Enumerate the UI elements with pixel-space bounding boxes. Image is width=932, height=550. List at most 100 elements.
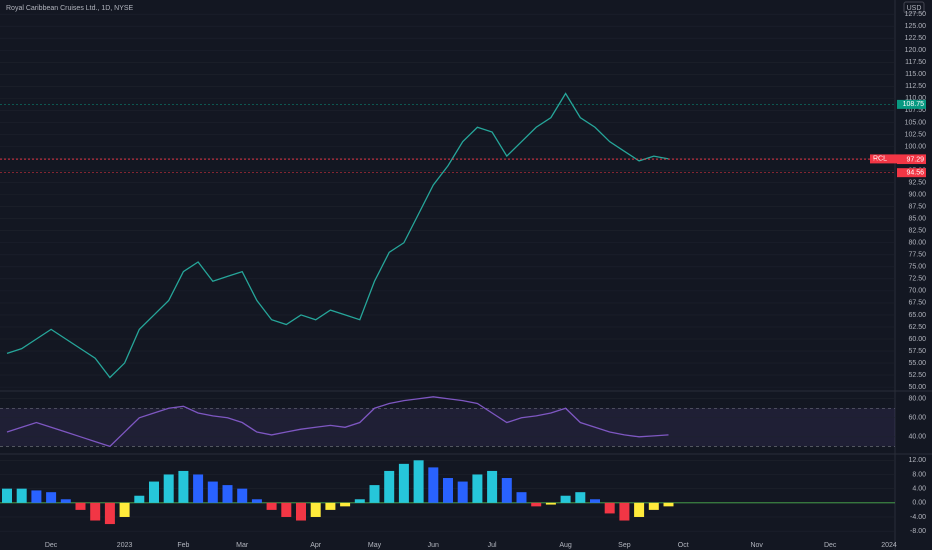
histogram-bar (340, 502, 351, 507)
price-label-box (897, 155, 926, 165)
histogram-bar (237, 488, 248, 503)
y-tick-label: 82.50 (908, 228, 926, 235)
x-tick-label: Nov (750, 542, 763, 549)
histogram-bar (60, 499, 71, 503)
histogram-bar (428, 467, 439, 503)
histogram-bar (46, 492, 57, 503)
histogram-bar (354, 499, 365, 503)
x-tick-label: 2023 (117, 542, 133, 549)
x-tick-label: Dec (45, 542, 58, 549)
y-tick-label: 107.50 (905, 107, 927, 114)
histogram-bar (590, 499, 600, 503)
y-tick-label: 4.00 (912, 485, 926, 492)
x-tick-label: Sep (618, 542, 631, 549)
y-tick-label: 112.50 (905, 83, 926, 90)
price-line (6, 92, 669, 379)
x-tick-label: Dec (824, 542, 837, 549)
y-tick-label: 60.00 (908, 336, 926, 343)
histogram-bar (149, 481, 159, 503)
histogram-bar (472, 474, 483, 503)
chart-title: Royal Caribbean Cruises Ltd., 1D, NYSE (6, 5, 134, 12)
y-tick-label: -4.00 (910, 514, 926, 521)
y-tick-label: 85.00 (908, 216, 926, 223)
histogram-bar (663, 502, 674, 507)
histogram-bar (501, 478, 512, 503)
y-tick-label: 120.00 (905, 47, 927, 54)
histogram-bar (75, 502, 86, 510)
x-tick-label: Apr (310, 542, 322, 549)
y-tick-label: 87.50 (908, 203, 926, 210)
y-tick-label: 72.50 (908, 276, 926, 283)
y-tick-label: 77.50 (908, 252, 926, 259)
histogram-bar (266, 502, 277, 510)
histogram-bar (251, 499, 262, 503)
y-tick-label: 105.00 (905, 119, 927, 126)
histogram-bar (560, 495, 571, 503)
histogram-bar (604, 502, 615, 514)
x-tick-label: Oct (678, 542, 689, 549)
histogram-bar (413, 460, 424, 503)
histogram-bar (443, 478, 453, 503)
currency-box (903, 1, 925, 14)
y-tick-label: 8.00 (912, 471, 926, 478)
y-tick-label: 127.50 (905, 11, 927, 18)
x-tick-label: Aug (559, 542, 572, 549)
histogram-bar (296, 502, 306, 521)
histogram-bar (648, 502, 659, 510)
histogram-bar (193, 474, 204, 503)
y-tick-label: 90.00 (908, 191, 926, 198)
y-tick-label: -8.00 (910, 528, 926, 535)
histogram-bar (2, 488, 12, 503)
x-tick-label: Feb (177, 542, 189, 549)
x-tick-label: Jun (428, 542, 439, 549)
histogram-bar (457, 481, 468, 503)
price-label-box (897, 168, 926, 178)
x-tick-label: May (368, 542, 382, 549)
y-tick-label: 80.00 (908, 396, 926, 403)
x-tick-label: Jul (488, 542, 497, 549)
histogram-bar (16, 488, 27, 503)
y-tick-label: 125.00 (905, 23, 927, 30)
y-tick-label: 60.00 (908, 415, 926, 422)
y-tick-label: 110.00 (905, 95, 926, 102)
x-tick-label: 2024 (881, 542, 897, 549)
histogram-bar (325, 502, 336, 510)
rsi-band (0, 408, 895, 447)
price-label: 97.29 (906, 156, 924, 163)
y-tick-label: 115.00 (905, 71, 926, 78)
histogram-bar (31, 490, 42, 503)
histogram-bar (310, 502, 321, 517)
y-tick-label: 70.00 (908, 288, 926, 295)
histogram-bar (619, 502, 630, 521)
y-tick-label: 100.00 (905, 143, 927, 150)
y-tick-label: 102.50 (905, 131, 927, 138)
price-label: 94.56 (906, 170, 924, 177)
y-tick-label: 57.50 (908, 348, 926, 355)
histogram-bar (487, 470, 498, 503)
y-tick-label: 12.00 (908, 457, 926, 464)
y-tick-label: 65.00 (908, 312, 926, 319)
histogram-bar (134, 495, 145, 503)
histogram-bar (207, 481, 218, 503)
histogram-bar (575, 492, 586, 503)
y-tick-label: 0.00 (912, 500, 926, 507)
y-tick-label: 92.50 (908, 179, 926, 186)
histogram-bar (384, 470, 395, 503)
y-tick-label: 75.00 (908, 264, 926, 271)
price-label-symbol: RCL (873, 156, 887, 163)
histogram-bar (104, 502, 115, 525)
histogram-bar (119, 502, 130, 517)
histogram-bar (634, 502, 645, 517)
y-tick-label: 62.50 (908, 324, 926, 331)
histogram-bar (178, 470, 189, 503)
y-tick-label: 40.00 (908, 434, 926, 441)
histogram-bar (398, 463, 409, 503)
y-tick-label: 52.50 (908, 372, 926, 379)
y-tick-label: 67.50 (908, 300, 926, 307)
histogram-bar (531, 502, 542, 507)
histogram-bar (163, 474, 174, 503)
y-tick-label: 50.00 (908, 384, 926, 391)
y-tick-label: 122.50 (905, 35, 927, 42)
